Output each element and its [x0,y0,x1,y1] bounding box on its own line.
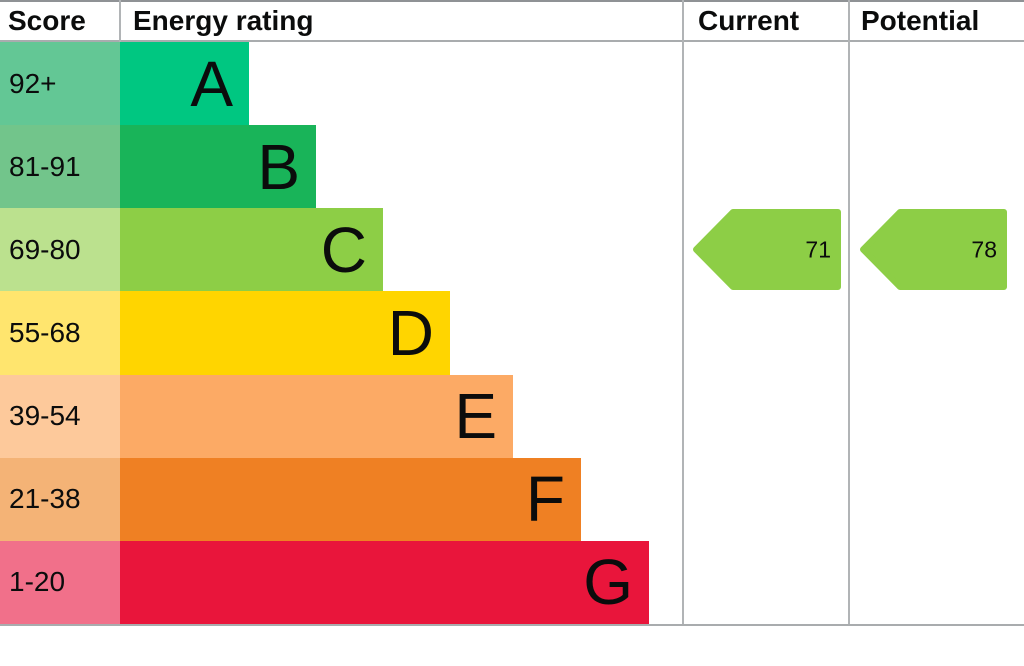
band-row-f: 21-38 F [0,457,1024,541]
potential-rating-value: 78 [971,236,997,262]
band-row-g: 1-20 G [0,540,1024,624]
score-range-f: 21-38 [0,457,120,541]
score-range-d: 55-68 [0,291,120,375]
score-range-a: 92+ [0,42,120,126]
score-range-c: 69-80 [0,208,120,292]
potential-rating-arrow: 78 [860,209,1007,290]
band-row-c: 69-80 C [0,208,1024,292]
band-bar-a: A [120,42,249,126]
score-column-header: Score [8,5,86,36]
band-bar-c: C [120,208,383,292]
potential-column-header: Potential [861,5,980,36]
energy-rating-column-header: Energy rating [133,5,314,36]
band-row-b: 81-91 B [0,125,1024,209]
rating-bands: 92+ A 81-91 B 69-80 C 55-68 D 39-54 E 21-38 F 1-20 G [0,42,1024,624]
band-bar-d: D [120,291,450,375]
score-range-g: 1-20 [0,540,120,624]
current-column-divider [682,0,684,626]
band-bar-b: B [120,125,316,209]
band-row-a: 92+ A [0,42,1024,126]
band-row-d: 55-68 D [0,291,1024,375]
current-rating-value: 71 [805,236,831,262]
chart-bottom-border [0,624,1024,626]
band-bar-e: E [120,374,513,458]
left-pointing-arrow-icon [860,209,1007,290]
band-row-e: 39-54 E [0,374,1024,458]
score-range-b: 81-91 [0,125,120,209]
left-pointing-arrow-icon [693,209,841,290]
chart-top-border [0,0,1024,2]
score-range-e: 39-54 [0,374,120,458]
header-divider-line [0,40,1024,42]
score-column-divider [119,0,121,42]
current-rating-arrow: 71 [693,209,841,290]
band-bar-f: F [120,457,581,541]
band-bar-g: G [120,540,649,624]
chart-header-row: Score Energy rating Current Potential [0,2,1024,40]
current-column-header: Current [698,5,800,36]
potential-column-divider [848,0,850,626]
